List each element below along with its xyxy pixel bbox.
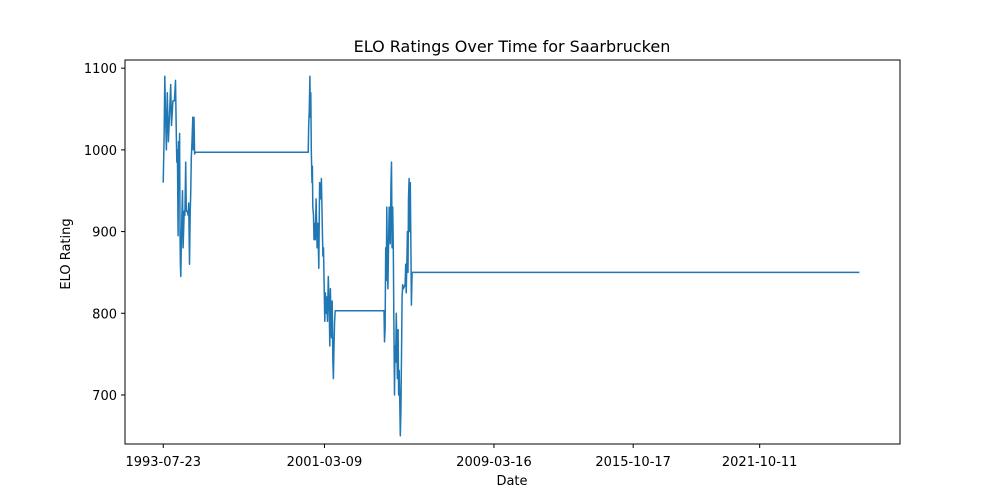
plot-frame	[124, 59, 901, 445]
y-tick-label: 1100	[84, 62, 117, 77]
x-tick-label: 2009-03-16	[456, 455, 532, 470]
y-tick-label: 1000	[84, 144, 117, 159]
x-tick-label: 1993-07-23	[125, 455, 201, 470]
x-axis-label: Date	[496, 474, 527, 489]
elo-series-line	[162, 75, 860, 437]
y-tick-label: 900	[92, 226, 117, 241]
x-tick-label: 2021-10-11	[722, 455, 798, 470]
y-tick-label: 800	[92, 307, 117, 322]
x-tick-label: 2001-03-09	[287, 455, 363, 470]
y-axis-label: ELO Rating	[59, 218, 74, 289]
series-layer	[162, 75, 860, 437]
axes-layer: 1993-07-23 2001-03-09 2009-03-16 2015-10-17…	[84, 59, 901, 470]
chart-title: ELO Ratings Over Time for Saarbrucken	[354, 37, 671, 56]
y-tick-label: 700	[92, 389, 117, 404]
x-tick-label: 2015-10-17	[595, 455, 671, 470]
